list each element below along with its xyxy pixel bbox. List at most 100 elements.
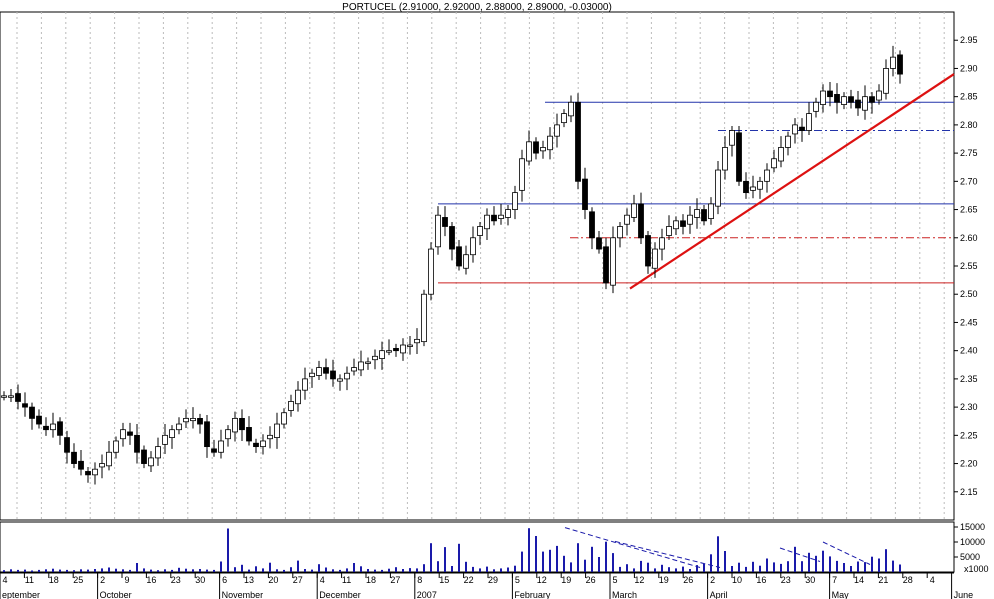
candle-body xyxy=(274,423,280,438)
candle-body xyxy=(652,248,658,269)
candle-body xyxy=(162,434,168,445)
volume-tick-label: 5000 xyxy=(960,552,980,562)
candle-body xyxy=(820,90,826,105)
date-tick-label: 4 xyxy=(2,575,7,585)
candle-body xyxy=(57,421,63,436)
date-tick-label: 8 xyxy=(417,575,422,585)
candle-body xyxy=(351,367,357,372)
candle-body xyxy=(463,254,469,269)
date-tick-label: 26 xyxy=(683,575,693,585)
candle-body xyxy=(372,355,378,361)
candle-body xyxy=(141,449,147,464)
month-label: May xyxy=(832,590,850,599)
price-tick-label: 2.90 xyxy=(960,63,978,73)
date-tick-label: 16 xyxy=(756,575,766,585)
candle-body xyxy=(470,237,476,256)
date-tick-label: 14 xyxy=(854,575,864,585)
volume-tick-label: 10000 xyxy=(960,537,985,547)
candle-body xyxy=(218,440,224,453)
volume-tick-label: 15000 xyxy=(960,522,985,532)
chart-title: PORTUCEL (2.91000, 2.92000, 2.88000, 2.8… xyxy=(342,2,612,13)
date-tick-label: 30 xyxy=(195,575,205,585)
date-tick-label: 2 xyxy=(710,575,715,585)
candle-body xyxy=(554,124,560,137)
month-label: November xyxy=(222,590,264,599)
price-tick-label: 2.50 xyxy=(960,289,978,299)
candle-body xyxy=(365,361,371,364)
candle-body xyxy=(561,113,567,124)
date-tick-label: 23 xyxy=(781,575,791,585)
trend-line xyxy=(629,73,955,290)
candle-body xyxy=(484,214,490,230)
candle-body xyxy=(512,192,518,210)
date-tick-label: 15 xyxy=(439,575,449,585)
price-tick-label: 2.55 xyxy=(960,261,978,271)
candle-body xyxy=(330,370,336,380)
candle-body xyxy=(169,429,175,438)
candle-body xyxy=(505,209,511,218)
volume-trend-line xyxy=(779,547,821,562)
candle-body xyxy=(239,417,245,431)
candle-body xyxy=(50,423,56,431)
candle-body xyxy=(666,226,672,236)
candle-body xyxy=(442,217,448,227)
candle-body xyxy=(547,135,553,151)
date-tick-label: 12 xyxy=(634,575,644,585)
candle-body xyxy=(624,214,630,225)
month-label: June xyxy=(954,590,974,599)
price-tick-label: 2.20 xyxy=(960,459,978,469)
candle-body xyxy=(204,421,210,448)
candle-body xyxy=(8,395,14,398)
candle-body xyxy=(281,412,287,425)
price-tick-label: 2.15 xyxy=(960,487,978,497)
date-tick-label: 29 xyxy=(488,575,498,585)
candle-body xyxy=(540,147,546,152)
date-tick-label: 6 xyxy=(222,575,227,585)
date-tick-label: 7 xyxy=(832,575,837,585)
candle-body xyxy=(260,440,266,448)
candle-body xyxy=(743,180,749,194)
date-tick-label: 23 xyxy=(171,575,181,585)
candle-body xyxy=(736,132,742,182)
candle-body xyxy=(519,158,525,191)
candle-body xyxy=(386,350,392,353)
candle-body xyxy=(575,101,581,182)
candle-body xyxy=(78,460,84,470)
candle-body xyxy=(449,226,455,250)
price-tick-label: 2.65 xyxy=(960,205,978,215)
candle-body xyxy=(99,463,105,468)
date-tick-label: 2 xyxy=(100,575,105,585)
candle-body xyxy=(232,417,238,433)
price-tick-label: 2.70 xyxy=(960,176,978,186)
price-tick-label: 2.35 xyxy=(960,374,978,384)
date-tick-label: 11 xyxy=(342,575,351,585)
price-tick-label: 2.80 xyxy=(960,120,978,130)
candle-body xyxy=(309,372,315,378)
candle-body xyxy=(785,135,791,148)
candle-body xyxy=(120,429,126,440)
candle-body xyxy=(729,130,735,146)
candle-body xyxy=(771,158,777,169)
price-tick-label: 2.40 xyxy=(960,346,978,356)
candle-body xyxy=(708,203,714,219)
candle-body xyxy=(568,101,574,117)
price-panel-frame xyxy=(0,11,955,521)
date-tick-label: 18 xyxy=(366,575,376,585)
candle-body xyxy=(183,417,189,423)
candle-body xyxy=(22,403,28,408)
price-tick-label: 2.60 xyxy=(960,233,978,243)
date-tick-label: 11 xyxy=(25,575,34,585)
date-tick-label: 19 xyxy=(659,575,669,585)
candle-body xyxy=(134,434,140,453)
candle-body xyxy=(337,378,343,382)
candle-body xyxy=(659,237,665,250)
month-label: 2007 xyxy=(417,590,437,599)
candle-body xyxy=(379,350,385,359)
candle-body xyxy=(687,214,693,225)
candle-body xyxy=(92,468,98,476)
date-tick-label: 27 xyxy=(390,575,400,585)
candle-body xyxy=(631,203,637,218)
candle-body xyxy=(897,54,903,75)
candle-body xyxy=(211,448,217,453)
